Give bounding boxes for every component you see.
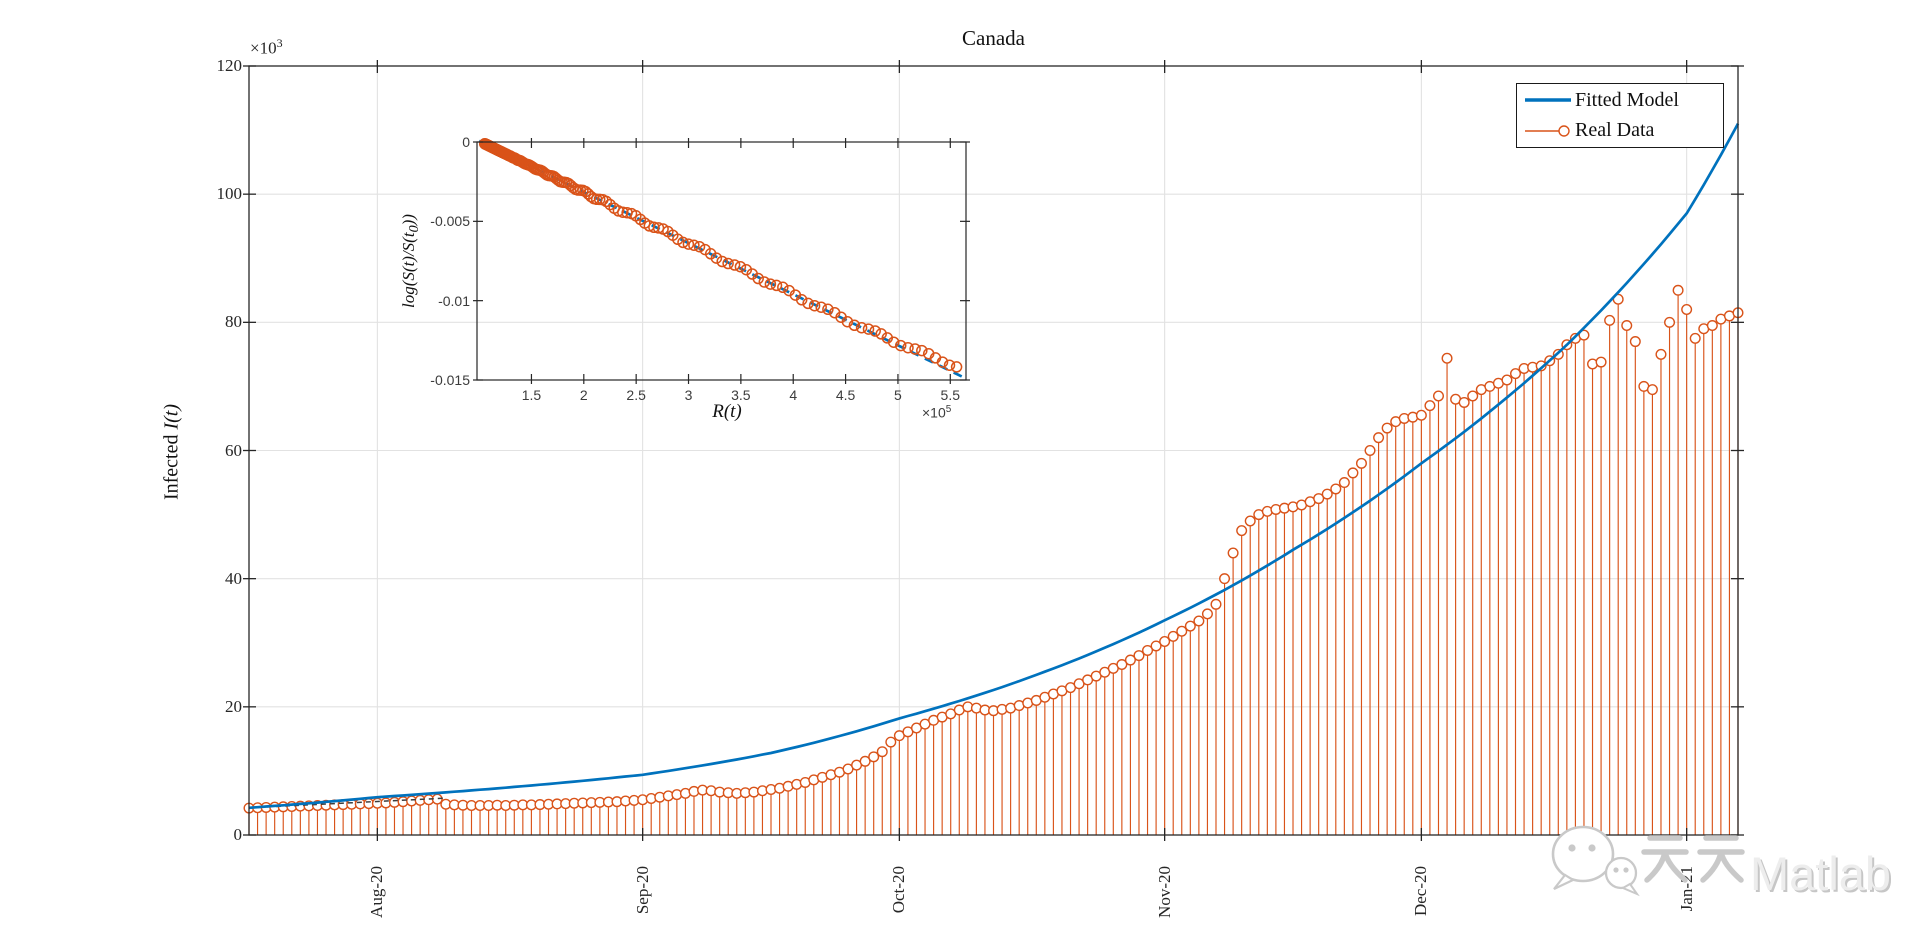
- watermark: Matlab Matlab: [1551, 825, 1893, 902]
- inset-y-tick-label: -0.01: [438, 292, 470, 309]
- watermark-brand-text-shadow: Matlab: [1752, 849, 1893, 902]
- legend-label: Real Data: [1575, 119, 1655, 142]
- inset-chart-canvas: [473, 137, 970, 384]
- inset-x-tick-label: 2: [579, 387, 588, 403]
- y-tick-label: 20: [225, 696, 242, 716]
- inset-x-multiplier-exp: 5: [945, 404, 952, 415]
- watermark-brand-text: Matlab: [1750, 847, 1891, 900]
- x-tick-label: Nov-20: [1155, 866, 1175, 937]
- y-tick-label: 60: [225, 440, 242, 460]
- legend-box: Fitted Model Real Data: [1516, 83, 1724, 148]
- x-tick-label-text: Oct-20: [889, 866, 909, 914]
- y-tick-label: 120: [216, 56, 243, 75]
- chart-title: Canada: [962, 26, 1025, 50]
- orange-stem-marker-icon: [1525, 125, 1570, 137]
- wechat-logo-icon: [1551, 825, 1640, 897]
- inset-x-tick-label: 1.5: [521, 387, 542, 403]
- main-y-axis-label-math: I(t): [160, 403, 183, 430]
- x-tick-label: Dec-20: [1411, 866, 1431, 937]
- legend-item-real-data: Real Data: [1517, 116, 1723, 145]
- y-tick-label: 100: [216, 184, 243, 204]
- x-tick-label-text: Aug-20: [367, 866, 387, 918]
- inset-x-tick-label: 5: [894, 387, 902, 403]
- inset-x-tick-label: 4.5: [835, 387, 856, 403]
- inset-x-tick-label: 2.5: [626, 387, 646, 403]
- inset-x-tick-label: 3.5: [731, 387, 751, 403]
- main-chart-canvas: [243, 60, 1744, 841]
- blue-line-icon: [1525, 98, 1571, 102]
- inset-y-tick-label: 0: [462, 134, 470, 150]
- x-tick-label-text: Dec-20: [1411, 866, 1431, 917]
- y-axis-multiplier-exp: 3: [276, 36, 283, 50]
- x-tick-label: Oct-20: [889, 866, 909, 937]
- legend-label: Fitted Model: [1575, 88, 1679, 111]
- y-tick-label: 0: [233, 825, 243, 844]
- inset-x-tick-label: 4: [789, 387, 798, 403]
- inset-x-axis-label: R(t): [697, 401, 757, 423]
- watermark-tiantian-glyphs: [1641, 835, 1745, 883]
- inset-x-axis-label-math: R(t): [712, 401, 742, 422]
- x-tick-label-text: Sep-20: [632, 866, 652, 915]
- x-tick-label: Aug-20: [367, 866, 387, 937]
- x-tick-label: Sep-20: [633, 866, 653, 937]
- inset-x-multiplier-base: ×10: [922, 404, 946, 421]
- y-axis-multiplier: ×103: [250, 36, 283, 59]
- y-tick-label: 80: [225, 312, 242, 332]
- inset-y-tick-label: -0.005: [430, 213, 470, 230]
- legend-item-fitted-model: Fitted Model: [1517, 86, 1723, 115]
- y-axis-multiplier-base: ×10: [250, 38, 277, 58]
- inset-x-tick-label: 5.5: [940, 387, 961, 403]
- y-tick-label: 40: [225, 568, 242, 588]
- inset-y-tick-label: -0.015: [430, 372, 470, 388]
- x-tick-label-text: Nov-20: [1154, 866, 1174, 918]
- inset-x-tick-label: 3: [684, 387, 693, 403]
- inset-x-axis-multiplier: ×105: [922, 404, 951, 421]
